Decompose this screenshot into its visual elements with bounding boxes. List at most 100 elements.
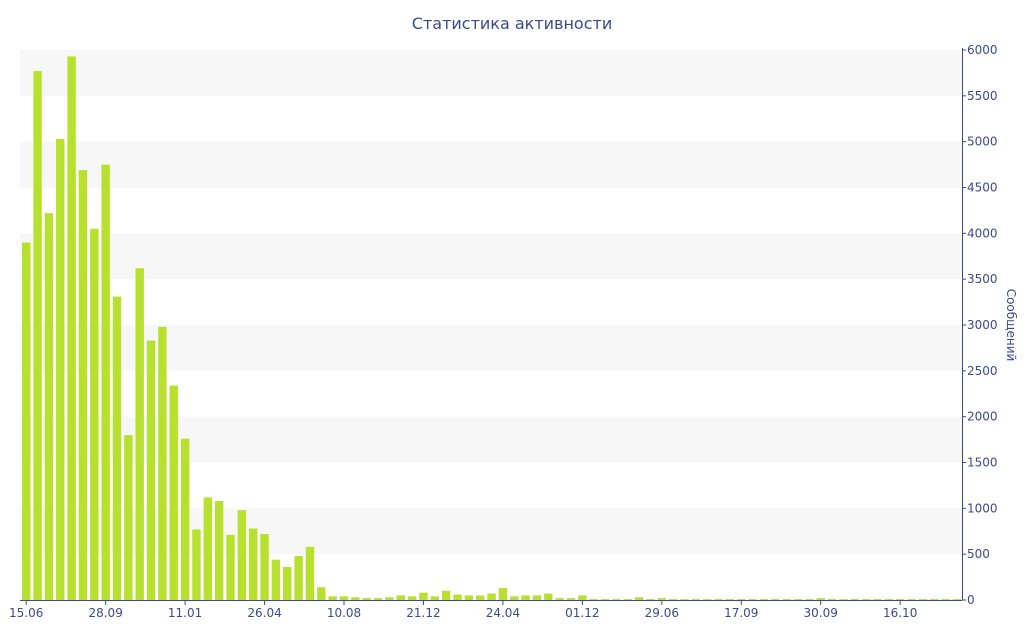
bar[interactable]: [339, 596, 349, 600]
y-tick-label: 4000: [967, 226, 998, 240]
bar[interactable]: [930, 599, 939, 600]
bar[interactable]: [703, 599, 712, 600]
bar[interactable]: [385, 597, 394, 600]
y-tick-label: 5500: [967, 89, 998, 103]
x-tick-label: 29.06: [645, 606, 679, 620]
bar[interactable]: [124, 435, 133, 600]
bar[interactable]: [305, 546, 315, 600]
bar[interactable]: [714, 599, 723, 600]
bar[interactable]: [180, 438, 190, 600]
bar[interactable]: [135, 268, 144, 600]
bar[interactable]: [203, 497, 212, 600]
bar[interactable]: [646, 599, 655, 600]
y-tick-label: 2000: [967, 410, 998, 424]
grid-band: [20, 141, 962, 188]
bar[interactable]: [283, 567, 292, 600]
bar[interactable]: [600, 599, 610, 600]
bar[interactable]: [759, 599, 769, 600]
y-tick-label: 1500: [967, 456, 998, 470]
bar[interactable]: [952, 599, 962, 600]
bar[interactable]: [362, 598, 371, 600]
bar[interactable]: [112, 296, 122, 600]
bar[interactable]: [90, 228, 99, 600]
x-tick-label: 21.12: [406, 606, 440, 620]
bar[interactable]: [249, 528, 258, 601]
bar[interactable]: [476, 595, 485, 600]
bar[interactable]: [748, 599, 757, 600]
y-axis-ticks: 0 500 1000 1500 2000 2500 3000 3500 4000 4500 5000…: [962, 43, 998, 607]
y-tick-label: 4500: [967, 181, 998, 195]
bar[interactable]: [725, 599, 735, 600]
bar[interactable]: [260, 534, 269, 600]
x-tick-label: 15.06: [9, 606, 43, 620]
y-tick-label: 5000: [967, 135, 998, 149]
bar[interactable]: [918, 599, 928, 600]
bar[interactable]: [214, 501, 224, 600]
bar[interactable]: [793, 599, 803, 600]
bar[interactable]: [941, 599, 950, 600]
bar[interactable]: [850, 599, 859, 600]
bar[interactable]: [158, 326, 167, 600]
bar[interactable]: [771, 599, 780, 600]
bar[interactable]: [623, 599, 632, 600]
bar[interactable]: [816, 598, 825, 600]
bar[interactable]: [192, 529, 201, 600]
bar[interactable]: [226, 534, 235, 600]
bar[interactable]: [873, 599, 882, 600]
bar[interactable]: [657, 598, 666, 600]
bar[interactable]: [453, 594, 462, 601]
bar[interactable]: [407, 596, 417, 600]
bar[interactable]: [271, 559, 281, 600]
y-tick-label: 0: [967, 593, 975, 607]
bar[interactable]: [146, 340, 156, 600]
bar[interactable]: [294, 556, 303, 600]
bar[interactable]: [328, 596, 337, 600]
bar[interactable]: [691, 599, 701, 600]
bar[interactable]: [351, 597, 360, 600]
bar[interactable]: [441, 590, 451, 600]
bar[interactable]: [861, 599, 871, 600]
bar[interactable]: [169, 385, 178, 601]
bar[interactable]: [521, 595, 530, 600]
bar[interactable]: [895, 599, 905, 600]
bar[interactable]: [839, 599, 848, 600]
bar[interactable]: [668, 599, 678, 600]
bar[interactable]: [827, 599, 837, 600]
bar[interactable]: [56, 138, 65, 601]
x-tick-label: 30.09: [804, 606, 838, 620]
bar[interactable]: [464, 595, 474, 600]
bar[interactable]: [498, 588, 508, 600]
bar[interactable]: [634, 597, 644, 600]
bar[interactable]: [510, 596, 519, 600]
bar[interactable]: [237, 510, 247, 600]
x-tick-label: 17.09: [724, 606, 758, 620]
bar[interactable]: [566, 598, 576, 600]
bar[interactable]: [101, 164, 110, 600]
bar[interactable]: [578, 595, 587, 600]
bar[interactable]: [612, 599, 621, 600]
bar[interactable]: [884, 599, 893, 600]
bar[interactable]: [680, 599, 689, 600]
bar[interactable]: [396, 595, 405, 600]
bar[interactable]: [782, 599, 791, 600]
bar[interactable]: [532, 595, 542, 600]
bar[interactable]: [419, 592, 428, 600]
bar[interactable]: [555, 598, 564, 600]
bar[interactable]: [805, 599, 814, 600]
bar[interactable]: [907, 599, 916, 600]
bar[interactable]: [737, 599, 746, 600]
bar[interactable]: [589, 599, 598, 600]
bar[interactable]: [22, 242, 31, 601]
bar[interactable]: [487, 593, 496, 600]
bar[interactable]: [373, 598, 383, 600]
x-tick-label: 10.08: [327, 606, 361, 620]
bar[interactable]: [67, 56, 76, 601]
bar[interactable]: [317, 587, 326, 600]
y-tick-label: 6000: [967, 43, 998, 57]
bar[interactable]: [430, 596, 439, 600]
bar[interactable]: [44, 213, 54, 601]
grid-band: [20, 233, 962, 280]
bar[interactable]: [78, 170, 88, 600]
bar[interactable]: [544, 593, 553, 600]
bar[interactable]: [33, 71, 42, 600]
